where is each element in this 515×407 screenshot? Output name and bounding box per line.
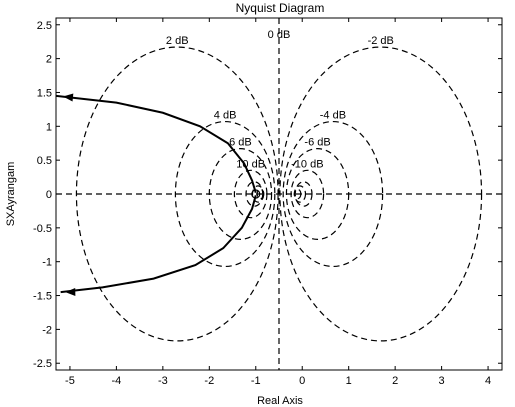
critical-point-marker xyxy=(251,189,261,199)
x-tick-label: -5 xyxy=(65,375,75,387)
m-circle-label: -6 dB xyxy=(304,137,330,149)
x-tick-label: 3 xyxy=(439,375,445,387)
x-tick-label: 0 xyxy=(299,375,305,387)
y-tick-label: 1.5 xyxy=(37,87,52,99)
m-circle-1 xyxy=(279,46,483,342)
x-tick-label: -4 xyxy=(112,375,122,387)
y-tick-label: -1 xyxy=(42,257,52,269)
y-tick-label: 1 xyxy=(46,121,52,133)
m-circle-7 xyxy=(290,169,325,219)
db-label-layer: 2 dB -2 dB 4 dB -4 dB 6 dB -6 dB 10 dB -10 dB 0 … xyxy=(166,29,394,170)
nyquist-curve-0 xyxy=(56,94,257,193)
m-circle-2 xyxy=(174,120,276,268)
y-tick-label: -1.5 xyxy=(33,291,52,303)
y-tick-label: 0.5 xyxy=(37,155,52,167)
y-tick-label: -2 xyxy=(42,324,52,336)
m-circle-label: 10 dB xyxy=(236,158,265,170)
x-tick-label: -1 xyxy=(251,375,261,387)
m-circle-label: -4 dB xyxy=(320,110,346,122)
y-tick-label: 0 xyxy=(46,189,52,201)
m-circle-9 xyxy=(294,181,313,207)
x-tick-label: -3 xyxy=(158,375,168,387)
x-tick-label: 4 xyxy=(485,375,491,387)
m-circle-label: 4 dB xyxy=(214,110,237,122)
m-circle-6 xyxy=(233,169,268,219)
zero-db-label: 0 dB xyxy=(268,29,291,41)
m-circle-8 xyxy=(245,181,264,207)
x-tick-label: -2 xyxy=(204,375,214,387)
x-tick-label: 2 xyxy=(392,375,398,387)
m-circle-4 xyxy=(208,148,273,240)
m-circle-label: -10 dB xyxy=(291,158,323,170)
nyquist-curve-1 xyxy=(60,195,257,294)
x-tick-label: 1 xyxy=(346,375,352,387)
y-tick-label: 2 xyxy=(46,54,52,66)
m-circle-0 xyxy=(75,46,279,342)
m-circle-label: 6 dB xyxy=(229,137,252,149)
upper-arrowhead xyxy=(62,93,74,102)
m-circle-13 xyxy=(293,188,302,200)
m-circle-layer xyxy=(56,18,502,370)
m-circle-label: -2 dB xyxy=(368,35,394,47)
y-tick-label: -0.5 xyxy=(33,223,52,235)
tick-layer: -5 -4 -3 -2 -1 0 1 2 3 4 -2.5 -2 -1.5 -1 -0.5 0 0.5 1 1.5 2… xyxy=(33,18,502,387)
x-axis-label: Real Axis xyxy=(257,395,303,407)
lower-arrowhead xyxy=(65,287,76,296)
y-axis-label: SXAyrangam xyxy=(5,162,17,227)
y-tick-label: -2.5 xyxy=(33,358,52,370)
m-circle-5 xyxy=(285,148,350,240)
chart-title: Nyquist Diagram xyxy=(236,1,325,15)
y-tick-label: 2.5 xyxy=(37,20,52,32)
m-circle-label: 2 dB xyxy=(166,35,189,47)
nyquist-curve-layer xyxy=(56,93,261,296)
m-circle-12 xyxy=(256,188,265,200)
m-circle-3 xyxy=(282,120,384,268)
